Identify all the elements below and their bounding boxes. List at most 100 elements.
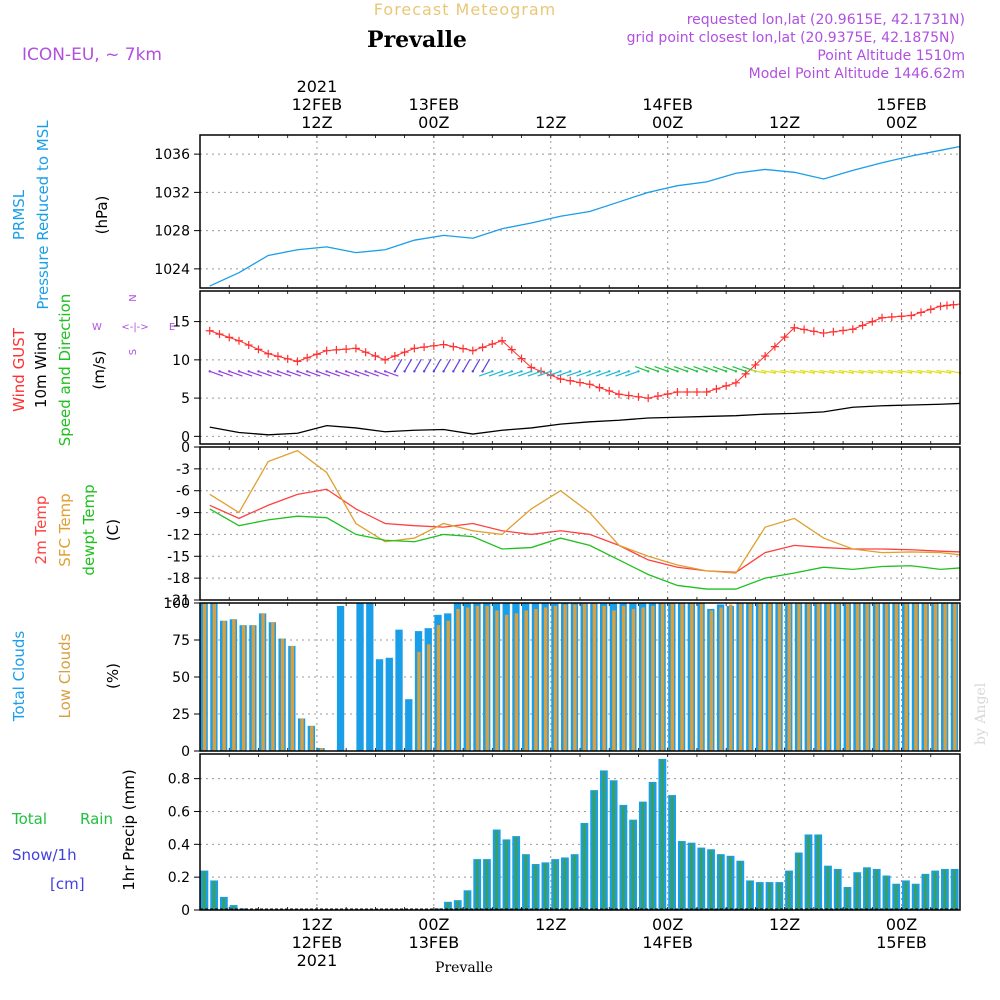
wind-direction-head — [880, 371, 884, 375]
low-cloud-bar — [514, 613, 519, 751]
gust-marker — [215, 330, 224, 339]
wind-direction-head — [422, 370, 426, 373]
low-cloud-bar — [612, 610, 616, 751]
gust-marker — [429, 341, 438, 350]
wind-direction-head — [208, 370, 211, 373]
gust-marker — [566, 376, 575, 385]
precip-rain-bar — [894, 884, 898, 910]
wind-direction-head — [510, 370, 513, 373]
ytick-label-temp: -6 — [176, 484, 190, 500]
precip-rain-bar — [631, 820, 635, 910]
cloud-unit: (%) — [104, 663, 122, 689]
wind-direction-head — [315, 370, 319, 373]
wind-direction-head — [705, 370, 708, 373]
low-cloud-bar — [680, 603, 684, 751]
top-time-label: 2021 — [297, 77, 338, 96]
total-cloud-bar — [366, 603, 374, 751]
wind-direction-arrow — [848, 369, 863, 374]
gust-marker — [936, 302, 945, 311]
gust-marker — [400, 348, 409, 357]
wind-direction-head — [257, 370, 260, 373]
low-cloud-bar — [729, 604, 733, 751]
gust-marker — [439, 340, 448, 349]
gust-marker — [371, 352, 380, 361]
ytick-label-wind: 0 — [181, 429, 190, 445]
wind-direction-arrow — [916, 369, 931, 374]
low-cloud-bar — [251, 625, 256, 751]
wind-direction-head — [929, 371, 932, 375]
low-cloud-bar — [884, 603, 889, 751]
bottom-time-label: 14FEB — [642, 933, 693, 952]
wind-direction-head — [608, 370, 611, 373]
compass-e: E — [169, 322, 175, 333]
gust-marker — [361, 348, 370, 357]
ytick-label-precip: 0.2 — [168, 870, 190, 886]
wind-direction-head — [305, 370, 309, 373]
location-title: Prevalle — [367, 27, 467, 53]
gust-marker — [790, 323, 799, 332]
low-cloud-bar — [212, 603, 217, 751]
low-cloud-bar — [943, 603, 947, 751]
compass-rose: N S W E <-|-> — [92, 294, 175, 355]
wind-direction-arrow — [384, 370, 399, 377]
wind-direction-head — [822, 371, 825, 375]
low-cloud-bar — [241, 625, 246, 751]
wind-direction-head — [666, 370, 669, 373]
gust-marker — [780, 333, 789, 342]
top-time-label: 12Z — [535, 113, 566, 132]
precip-rain-bar — [485, 860, 489, 910]
ytick-label-cloud: 0 — [181, 744, 190, 760]
gust-marker — [322, 346, 331, 355]
wind-direction-head — [685, 370, 689, 373]
panel-frame-precip — [199, 753, 961, 911]
precip-rain-bar — [563, 858, 567, 910]
low-cloud-bar — [651, 605, 655, 751]
precip-total-bar — [239, 908, 248, 910]
precip-rain-bar — [465, 891, 469, 910]
gust-marker — [332, 345, 341, 354]
wind-direction-head — [247, 370, 250, 373]
wind-direction-head — [812, 371, 816, 375]
ytick-label-pressure: 1024 — [154, 262, 190, 278]
low-cloud-bar — [436, 625, 441, 751]
pressure-unit: (hPa) — [93, 196, 111, 235]
wind-direction-head — [228, 370, 231, 373]
gust-marker — [351, 344, 360, 353]
ytick-label-temp: -12 — [167, 527, 190, 543]
wind-direction-arrow — [819, 369, 834, 374]
wind-direction-arrow — [267, 370, 282, 377]
precip-rain-bar — [231, 906, 236, 910]
gust-marker — [943, 301, 952, 310]
panel-frame-cloud — [199, 602, 961, 752]
temp-label-2: SFC Temp — [56, 493, 74, 566]
wind-direction-arrow — [297, 370, 311, 377]
pressure-label-1: PRMSL — [10, 189, 28, 240]
ytick-label-temp: -18 — [167, 571, 190, 587]
precip-rain-bar — [504, 840, 508, 910]
wind-direction-arrow — [482, 358, 491, 372]
gust-marker — [878, 313, 887, 322]
low-cloud-bar — [232, 619, 236, 751]
gust-marker — [624, 391, 633, 400]
wind-direction-head — [783, 371, 786, 375]
wind-direction-arrow — [566, 370, 581, 377]
wind-direction-arrow — [443, 358, 452, 372]
wind-direction-head — [861, 371, 864, 375]
gust-marker — [839, 326, 848, 335]
precip-label-cm: [cm] — [50, 875, 85, 893]
temp-unit: (C) — [104, 519, 122, 541]
total-cloud-bar — [336, 605, 345, 751]
gust-marker — [264, 349, 273, 358]
low-cloud-bar — [534, 608, 538, 751]
wind-direction-head — [286, 370, 289, 373]
wind-direction-head — [549, 370, 552, 373]
wind-direction-head — [520, 370, 523, 373]
precip-rain-bar — [875, 869, 879, 910]
wind-direction-head — [344, 370, 348, 373]
gust-marker — [488, 340, 497, 349]
gust-marker — [751, 360, 760, 369]
precip-rain-bar — [212, 881, 216, 910]
top-time-label: 12Z — [769, 113, 800, 132]
gust-marker — [449, 342, 458, 351]
wind-direction-arrow — [877, 369, 892, 374]
